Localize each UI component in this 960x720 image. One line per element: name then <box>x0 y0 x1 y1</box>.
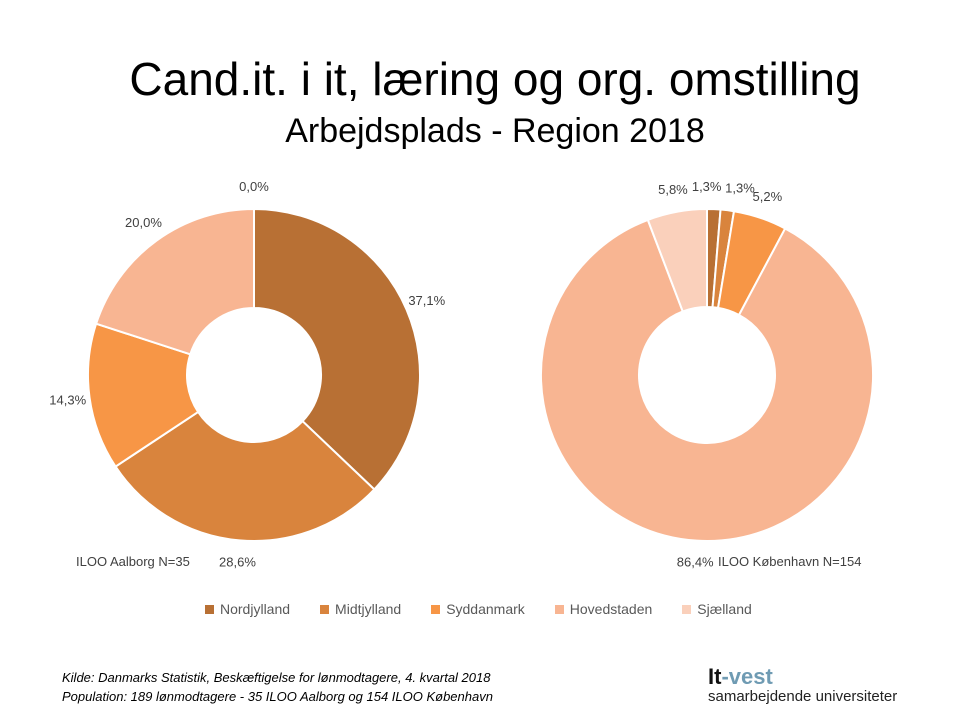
data-label: 0,0% <box>239 179 269 194</box>
donut-slice-syddanmark <box>87 322 200 468</box>
legend-label: Syddanmark <box>446 601 525 617</box>
legend: Nordjylland Midtjylland Syddanmark Hoved… <box>205 601 752 617</box>
legend-swatch <box>205 604 214 614</box>
it-vest-logo: It-vest samarbejdende universiteter <box>708 664 898 706</box>
data-label: 14,3% <box>49 392 86 407</box>
legend-label: Midtjylland <box>335 601 402 617</box>
source-line-1: Kilde: Danmarks Statistik, Beskæftigelse… <box>62 670 491 685</box>
data-label: 20,0% <box>125 215 162 230</box>
legend-swatch <box>320 604 330 614</box>
legend-item-sjaelland: Sjælland <box>682 601 752 617</box>
legend-item-midtjylland: Midtjylland <box>320 601 401 617</box>
donut-slice-midtjylland <box>114 410 376 542</box>
chart-name-kobenhavn: ILOO København N=154 <box>718 554 862 569</box>
legend-item-nordjylland: Nordjylland <box>205 601 290 617</box>
chart-name-aalborg: ILOO Aalborg N=35 <box>76 554 190 569</box>
legend-label: Hovedstaden <box>569 601 653 617</box>
chart-title: Cand.it. i it, læring og org. omstilling <box>129 53 861 105</box>
donut-slice-sjælland <box>646 207 708 313</box>
data-label: 1,3% <box>692 179 722 194</box>
source-note: Kilde: Danmarks Statistik, Beskæftigelse… <box>62 668 493 706</box>
legend-swatch <box>431 604 441 614</box>
data-label: 28,6% <box>219 554 256 569</box>
legend-swatch <box>682 604 692 614</box>
data-label: 5,2% <box>753 189 783 204</box>
donut-slice-nordjylland <box>253 207 421 491</box>
legend-label: Nordjylland <box>220 601 291 617</box>
legend-swatch <box>554 604 564 614</box>
data-label: 86,4% <box>677 555 714 570</box>
donut-slice-hovedstaden <box>94 207 255 356</box>
donut-slice-hovedstaden <box>540 218 874 542</box>
source-line-2: Population: 189 lønmodtagere - 35 ILOO A… <box>62 689 493 704</box>
logo-text-accent: -vest <box>721 664 773 689</box>
data-label: 1,3% <box>725 180 755 195</box>
logo-subtitle: samarbejdende universiteter <box>708 688 898 705</box>
data-label: 5,8% <box>658 182 688 197</box>
data-label: 37,1% <box>408 293 445 308</box>
legend-item-hovedstaden: Hovedstaden <box>554 601 653 617</box>
legend-label: Sjælland <box>697 601 752 617</box>
logo-text: It <box>708 664 722 689</box>
legend-item-syddanmark: Syddanmark <box>431 601 525 617</box>
chart-subtitle: Arbejdsplads - Region 2018 <box>285 112 705 150</box>
